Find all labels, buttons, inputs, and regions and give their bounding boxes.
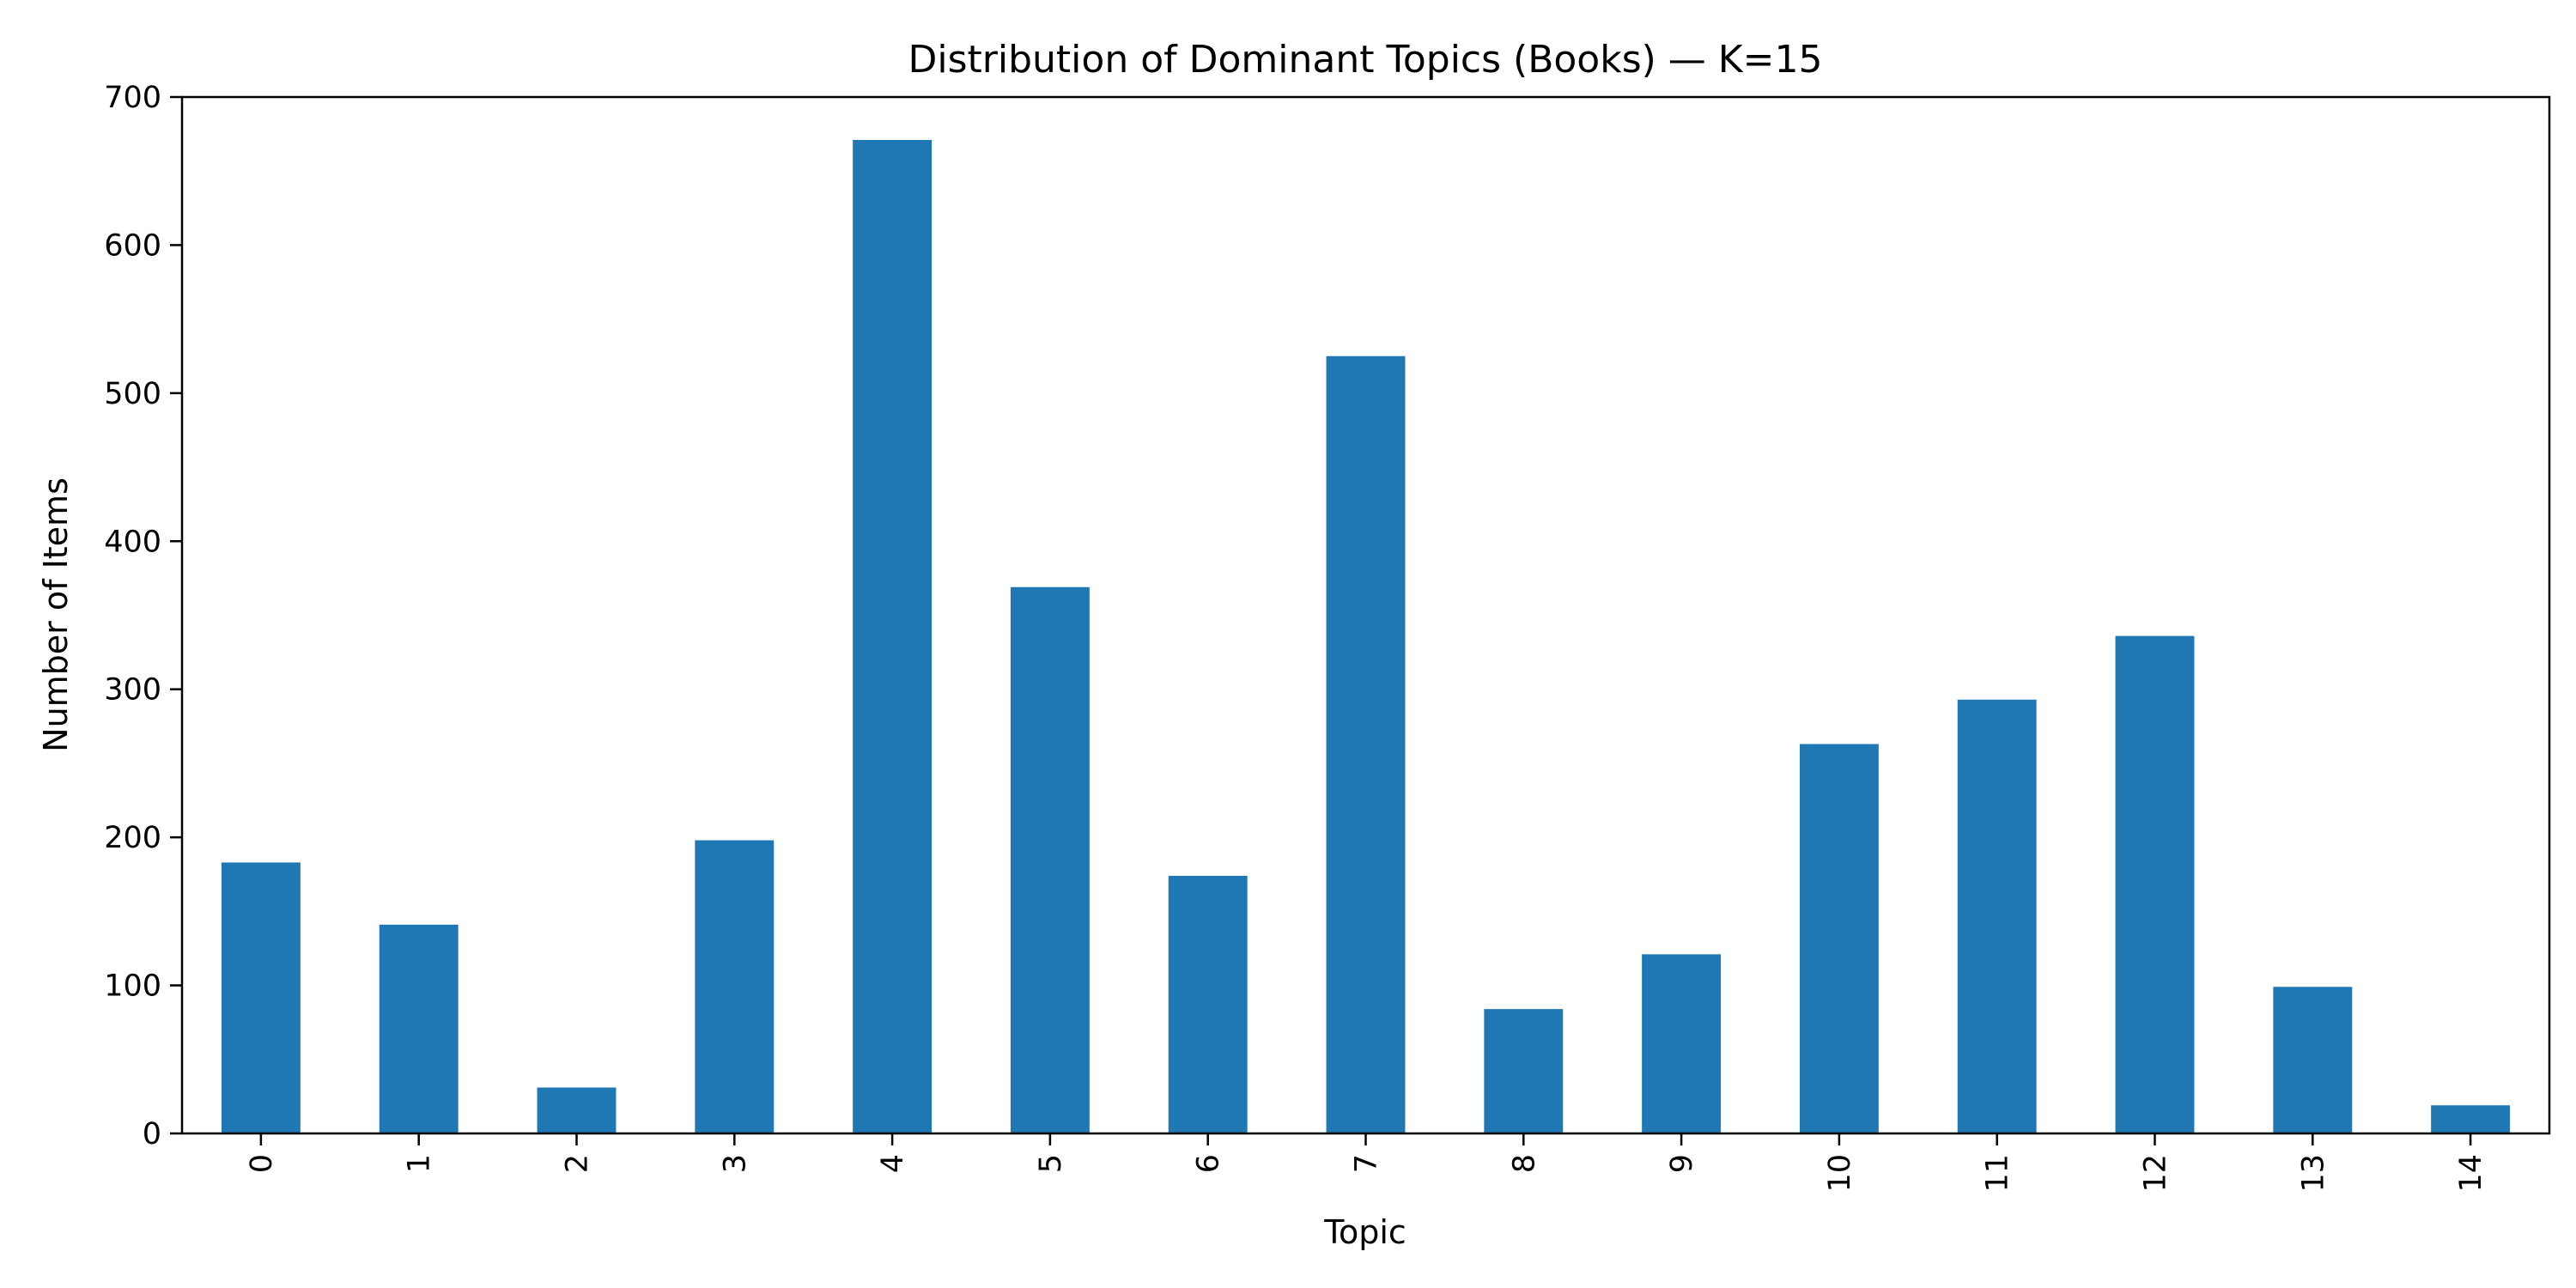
bar-topic-5 — [1010, 586, 1090, 1133]
x-tick-label: 1 — [403, 1154, 437, 1173]
x-tick-label: 8 — [1507, 1154, 1541, 1173]
y-tick-label: 400 — [104, 525, 161, 559]
x-tick-label: 7 — [1350, 1154, 1384, 1173]
x-tick-label: 12 — [2139, 1154, 2173, 1193]
y-tick-label: 0 — [143, 1117, 161, 1151]
plot-frame — [180, 95, 2551, 1135]
x-tick-label: 11 — [1981, 1154, 2015, 1193]
x-tick-label: 3 — [718, 1154, 752, 1173]
x-axis-ticks: 0 1 2 3 4 5 6 7 8 9 10 11 12 13 14 — [245, 1133, 2488, 1193]
bar-topic-8 — [1484, 1009, 1564, 1133]
bar-topic-10 — [1799, 744, 1879, 1133]
x-tick-label: 0 — [245, 1154, 279, 1173]
y-tick-label: 600 — [104, 228, 161, 263]
y-tick-label: 500 — [104, 377, 161, 411]
y-tick-label: 100 — [104, 969, 161, 1004]
bars-group — [221, 140, 2511, 1134]
bar-topic-12 — [2115, 635, 2195, 1133]
bar-topic-11 — [1957, 699, 2037, 1133]
x-tick-label: 14 — [2454, 1154, 2488, 1193]
bar-topic-3 — [695, 840, 775, 1133]
x-tick-label: 6 — [1192, 1154, 1226, 1173]
y-axis-ticks: 0 100 200 300 400 500 600 700 — [104, 81, 182, 1151]
bar-topic-14 — [2431, 1105, 2511, 1133]
x-tick-label: 10 — [1823, 1154, 1857, 1193]
bar-topic-2 — [537, 1087, 617, 1133]
bar-topic-6 — [1168, 875, 1248, 1133]
x-tick-label: 2 — [561, 1154, 595, 1173]
x-tick-label: 5 — [1034, 1154, 1068, 1173]
y-tick-label: 700 — [104, 81, 161, 115]
y-tick-label: 200 — [104, 821, 161, 855]
bar-topic-7 — [1326, 355, 1406, 1133]
bar-topic-13 — [2273, 987, 2353, 1133]
bar-topic-9 — [1642, 954, 1722, 1133]
chart-title: Distribution of Dominant Topics (Books) … — [908, 38, 1823, 82]
y-axis-label: Number of Items — [37, 477, 75, 752]
x-axis-label: Topic — [1323, 1213, 1406, 1251]
x-tick-label: 9 — [1665, 1154, 1699, 1173]
x-tick-label: 13 — [2296, 1154, 2330, 1193]
y-tick-label: 300 — [104, 673, 161, 708]
bar-topic-1 — [379, 924, 459, 1133]
x-tick-label: 4 — [876, 1154, 910, 1173]
bar-topic-4 — [853, 140, 933, 1134]
bar-topic-0 — [221, 862, 301, 1133]
